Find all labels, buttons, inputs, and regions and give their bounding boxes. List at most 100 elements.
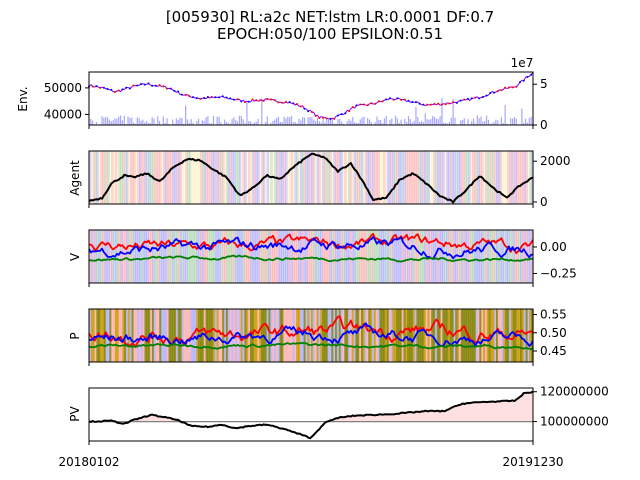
volume-bar bbox=[158, 120, 161, 125]
action-marker bbox=[281, 101, 284, 104]
policy-band bbox=[214, 309, 218, 362]
action-marker bbox=[433, 102, 436, 105]
volume-bar bbox=[287, 116, 289, 125]
action-band bbox=[172, 151, 175, 204]
action-band bbox=[377, 151, 381, 204]
policy-band bbox=[497, 309, 501, 362]
action-marker bbox=[492, 91, 495, 94]
pv-panel: 100000000 120000000 bbox=[88, 385, 609, 445]
volume-bar bbox=[103, 117, 105, 125]
value-band bbox=[512, 230, 516, 283]
value-band bbox=[418, 230, 421, 283]
action-band bbox=[296, 151, 299, 204]
action-band bbox=[94, 151, 97, 204]
action-marker bbox=[388, 97, 391, 100]
action-band bbox=[320, 151, 323, 204]
policy-band bbox=[403, 309, 406, 362]
policy-right-2-tick-label: 0.55 bbox=[540, 307, 567, 321]
value-band bbox=[525, 230, 529, 283]
value-band bbox=[266, 230, 270, 283]
policy-band bbox=[436, 309, 440, 362]
volume-bar bbox=[313, 119, 315, 125]
volume-bar bbox=[248, 120, 250, 125]
value-band bbox=[183, 230, 186, 283]
volume-bar bbox=[279, 121, 281, 125]
action-band bbox=[360, 151, 364, 204]
policy-band bbox=[364, 309, 368, 362]
policy-band bbox=[399, 309, 403, 362]
action-band bbox=[527, 151, 530, 204]
value-right-0-tick-label: −0.25 bbox=[540, 266, 577, 280]
policy-band bbox=[174, 309, 177, 362]
value-series-line-0 bbox=[88, 232, 534, 255]
value-band bbox=[508, 230, 512, 283]
policy-band bbox=[170, 309, 173, 362]
volume-bar bbox=[461, 120, 464, 125]
value-panel: −0.25 0.00 bbox=[88, 229, 577, 287]
value-band bbox=[248, 230, 251, 283]
value-band bbox=[327, 230, 331, 283]
policy-right-0-tick-label: 0.45 bbox=[540, 344, 567, 358]
value-band bbox=[362, 230, 366, 283]
volume-bar bbox=[92, 120, 94, 125]
policy-band bbox=[301, 309, 305, 362]
volume-bar bbox=[119, 115, 122, 125]
action-marker bbox=[481, 96, 484, 99]
action-band bbox=[140, 151, 144, 204]
volume-bar bbox=[380, 119, 382, 125]
action-band bbox=[372, 151, 375, 204]
env-left-tick-label: 50000 bbox=[44, 81, 82, 95]
volume-bar bbox=[491, 123, 493, 125]
action-band bbox=[174, 151, 177, 204]
volume-bar bbox=[105, 116, 107, 125]
action-band bbox=[229, 151, 233, 204]
value-band bbox=[331, 230, 334, 283]
policy-band bbox=[298, 309, 301, 362]
action-marker bbox=[362, 103, 365, 106]
value-band bbox=[253, 230, 257, 283]
value-band bbox=[442, 230, 445, 283]
value-band bbox=[510, 230, 514, 283]
action-band bbox=[392, 151, 395, 204]
value-band bbox=[261, 230, 264, 283]
action-band bbox=[242, 151, 245, 204]
volume-bar bbox=[506, 123, 508, 125]
value-band bbox=[126, 230, 129, 283]
value-band bbox=[274, 230, 277, 283]
policy-band bbox=[442, 309, 445, 362]
volume-bar bbox=[448, 122, 451, 125]
volume-bar bbox=[500, 117, 503, 125]
pv-axes-frame bbox=[88, 387, 534, 442]
value-band bbox=[486, 230, 490, 283]
policy-band bbox=[397, 309, 401, 362]
policy-band bbox=[462, 309, 466, 362]
policy-band bbox=[412, 309, 416, 362]
action-band bbox=[298, 151, 301, 204]
policy-band bbox=[434, 309, 438, 362]
value-band bbox=[163, 230, 166, 283]
policy-band bbox=[457, 309, 460, 362]
action-marker bbox=[255, 99, 258, 102]
volume-bar bbox=[240, 115, 242, 125]
volume-bar bbox=[121, 120, 124, 125]
action-band bbox=[138, 151, 142, 204]
volume-bar bbox=[255, 121, 257, 125]
policy-band bbox=[113, 309, 116, 362]
policy-band bbox=[342, 309, 345, 362]
action-band bbox=[383, 151, 386, 204]
volume-bar bbox=[140, 120, 142, 125]
policy-band bbox=[460, 309, 464, 362]
value-band bbox=[224, 230, 227, 283]
volume-bar bbox=[391, 118, 393, 125]
action-marker bbox=[117, 89, 120, 92]
volume-bar bbox=[235, 120, 237, 125]
action-band bbox=[177, 151, 181, 204]
volume-bar bbox=[439, 115, 441, 125]
volume-bar bbox=[203, 120, 205, 125]
action-band bbox=[196, 151, 199, 204]
action-band bbox=[314, 151, 318, 204]
volume-bar bbox=[322, 117, 324, 125]
volume-bar bbox=[424, 113, 426, 125]
value-band bbox=[325, 230, 329, 283]
value-band bbox=[307, 230, 310, 283]
